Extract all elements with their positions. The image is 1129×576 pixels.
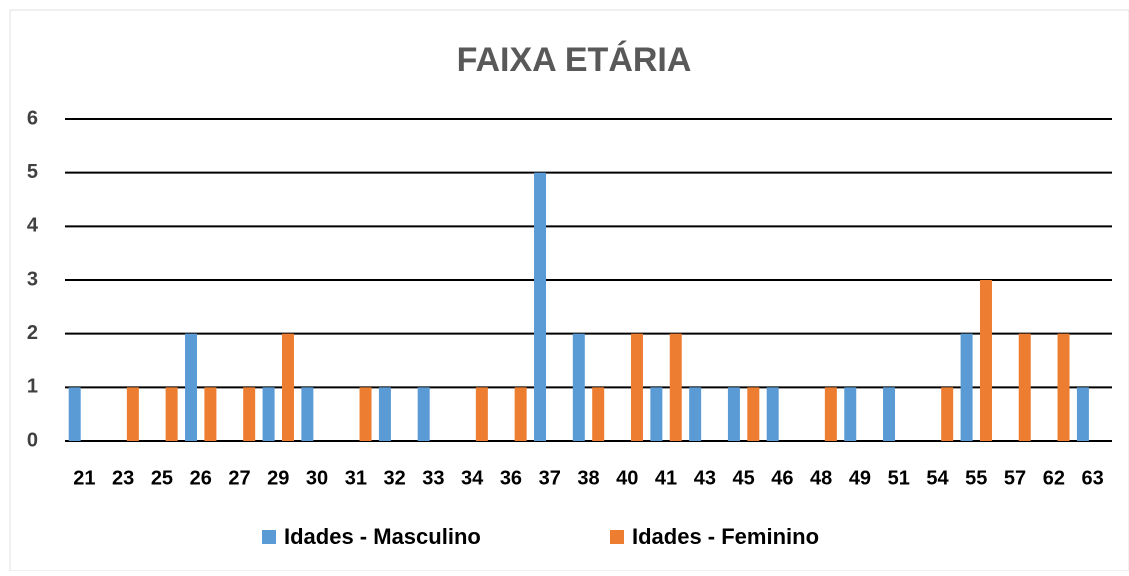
bar (185, 333, 198, 441)
y-tick-label: 0 (27, 429, 38, 451)
legend-label: Idades - Feminino (632, 524, 819, 549)
y-tick-label: 2 (27, 322, 38, 344)
legend-label: Idades - Masculino (284, 524, 481, 549)
x-tick-label: 34 (461, 467, 484, 489)
x-tick-label: 49 (849, 467, 871, 489)
y-tick-label: 3 (27, 268, 38, 290)
bar (514, 387, 527, 441)
bar (378, 387, 391, 441)
x-tick-label: 57 (1004, 467, 1026, 489)
x-tick-label: 27 (228, 467, 250, 489)
y-tick-label: 4 (27, 215, 39, 237)
bar (669, 333, 682, 441)
bar (766, 387, 779, 441)
bar (417, 387, 430, 441)
x-tick-label: 30 (306, 467, 328, 489)
bar (281, 333, 294, 441)
bar (941, 387, 954, 441)
y-tick-label: 6 (27, 107, 38, 129)
x-tick-label: 37 (539, 467, 561, 489)
x-tick-label: 62 (1043, 467, 1065, 489)
y-tick-label: 5 (27, 161, 38, 183)
bar (301, 387, 314, 441)
chart-title: FAIXA ETÁRIA (457, 41, 692, 79)
bar (359, 387, 372, 441)
bar (572, 333, 585, 441)
x-tick-label: 25 (151, 467, 173, 489)
x-tick-label: 38 (577, 467, 599, 489)
bar (1057, 333, 1070, 441)
bar (204, 387, 217, 441)
x-tick-label: 29 (267, 467, 289, 489)
x-tick-label: 43 (694, 467, 716, 489)
bar (1076, 387, 1089, 441)
bar (68, 387, 81, 441)
bar (592, 387, 605, 441)
bar (630, 333, 643, 441)
x-tick-label: 21 (73, 467, 95, 489)
bar (844, 387, 857, 441)
bar (689, 387, 702, 441)
legend-swatch (262, 530, 276, 544)
x-tick-label: 63 (1081, 467, 1103, 489)
x-tick-label: 36 (500, 467, 522, 489)
bar (979, 280, 992, 441)
x-tick-label: 32 (383, 467, 405, 489)
chart-border (9, 9, 1129, 572)
bar (243, 387, 256, 441)
bar (824, 387, 837, 441)
bar (534, 172, 547, 441)
x-tick-label: 31 (345, 467, 367, 489)
x-tick-label: 48 (810, 467, 832, 489)
x-tick-label: 46 (771, 467, 793, 489)
bar (262, 387, 275, 441)
x-tick-label: 26 (190, 467, 212, 489)
bar (727, 387, 740, 441)
legend-swatch (610, 530, 624, 544)
y-tick-label: 1 (27, 376, 38, 398)
bar (883, 387, 896, 441)
x-tick-label: 55 (965, 467, 987, 489)
x-tick-label: 51 (888, 467, 910, 489)
x-tick-label: 40 (616, 467, 638, 489)
x-tick-label: 45 (732, 467, 754, 489)
bar (747, 387, 760, 441)
x-tick-label: 23 (112, 467, 134, 489)
x-tick-label: 33 (422, 467, 444, 489)
bar (165, 387, 178, 441)
bar (475, 387, 488, 441)
bar (1018, 333, 1031, 441)
x-tick-label: 54 (926, 467, 949, 489)
bar (960, 333, 973, 441)
bar (126, 387, 139, 441)
bar (650, 387, 663, 441)
x-tick-label: 41 (655, 467, 677, 489)
